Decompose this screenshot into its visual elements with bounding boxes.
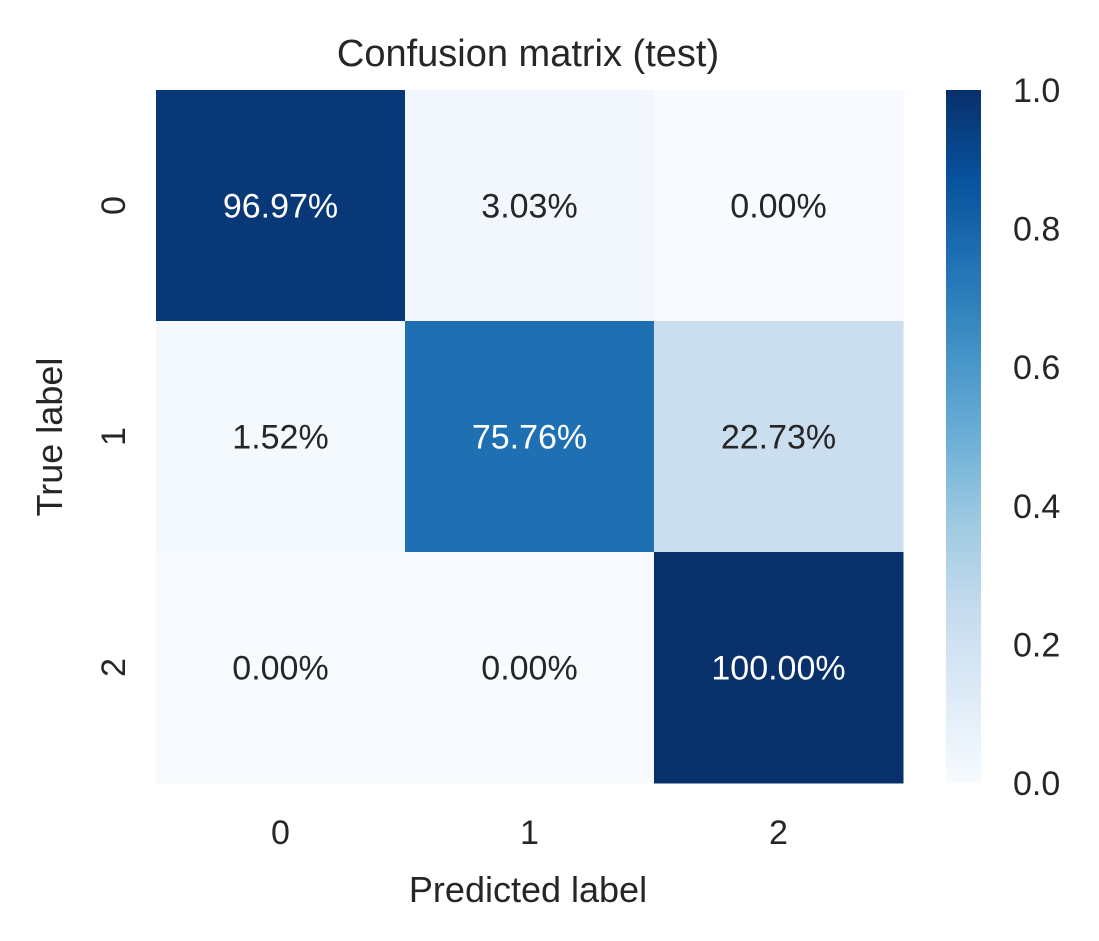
y-tick-label: 2 — [95, 658, 133, 677]
cell-annotation: 3.03% — [481, 188, 577, 226]
chart-title: Confusion matrix (test) — [337, 33, 719, 75]
colorbar-ticks: 0.0 0.2 0.4 0.6 0.8 1.0 — [1013, 72, 1060, 803]
heatmap-cell — [654, 90, 904, 322]
y-axis-ticks: 0 1 2 — [95, 196, 133, 677]
heatmap-cell — [405, 90, 655, 322]
x-tick-label: 2 — [769, 814, 788, 852]
y-tick-label: 1 — [95, 427, 133, 446]
cell-annotation: 100.00% — [711, 650, 845, 688]
colorbar-tick-label: 0.2 — [1013, 626, 1060, 664]
cell-annotation: 75.76% — [472, 419, 587, 457]
x-tick-label: 1 — [520, 814, 539, 852]
colorbar-tick-label: 0.4 — [1013, 488, 1060, 526]
cell-annotation: 22.73% — [721, 419, 836, 457]
y-axis-label: True label — [29, 358, 70, 517]
heatmap-cell — [156, 90, 406, 322]
cell-annotation: 1.52% — [232, 419, 328, 457]
heatmap-cells — [156, 90, 904, 784]
colorbar-tick-label: 0.6 — [1013, 349, 1060, 387]
y-tick-label: 0 — [95, 196, 133, 215]
heatmap-cell — [156, 552, 406, 784]
heatmap-cell-labels: 96.97% 3.03% 0.00% 1.52% 75.76% 22.73% 0.00% 0.… — [223, 188, 846, 688]
colorbar-tick-label: 1.0 — [1013, 72, 1060, 110]
colorbar-tick-label: 0.8 — [1013, 211, 1060, 249]
heatmap-cell — [405, 321, 655, 553]
cell-annotation: 0.00% — [730, 188, 826, 226]
heatmap-cell — [156, 321, 406, 553]
heatmap-cell — [654, 552, 904, 784]
x-axis-ticks: 0 1 2 — [271, 814, 788, 852]
x-axis-label: Predicted label — [409, 869, 647, 910]
heatmap-cell — [654, 321, 904, 553]
cell-annotation: 0.00% — [232, 650, 328, 688]
cell-annotation: 96.97% — [223, 188, 338, 226]
colorbar-tick-label: 0.0 — [1013, 765, 1060, 803]
heatmap-cell — [405, 552, 655, 784]
x-tick-label: 0 — [271, 814, 290, 852]
colorbar — [946, 90, 981, 783]
cell-annotation: 0.00% — [481, 650, 577, 688]
